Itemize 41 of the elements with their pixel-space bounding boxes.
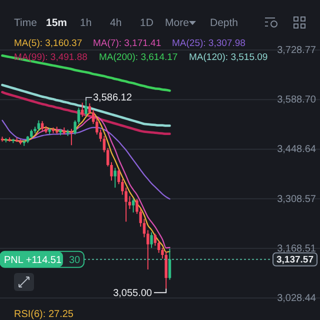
- text: MA(5): 3,160.37: [14, 38, 82, 49]
- y-tick-label: 3,728.77: [277, 45, 316, 56]
- text: 15m: [46, 17, 68, 29]
- series-label: MA(200): 3,614.17: [99, 52, 178, 63]
- text: 1h: [80, 17, 92, 29]
- annotation: 3,055.00: [113, 288, 152, 300]
- text: RSI(6): 27.25: [14, 309, 74, 320]
- candlestick: [154, 233, 157, 246]
- candlestick: [146, 230, 150, 270]
- candlestick: [132, 198, 135, 213]
- candlestick: [88, 102, 92, 115]
- candlestick: [37, 120, 40, 132]
- candlestick: [164, 250, 168, 290]
- ref-line-label: 3,137.57: [276, 254, 314, 266]
- text: Time: [14, 17, 38, 29]
- candlestick: [157, 240, 160, 254]
- y-tick-label: 3,028.44: [277, 293, 316, 304]
- text: 4h: [110, 17, 122, 29]
- line-series: [2, 120, 170, 200]
- text: More: [165, 17, 190, 29]
- y-tick-label: 3,588.70: [277, 94, 316, 106]
- text: Depth: [210, 17, 238, 29]
- y-tick-label: 3,168.51: [277, 243, 316, 254]
- annotation: 30: [69, 254, 81, 266]
- candlestick: [40, 120, 44, 132]
- text: MA(99): 3,491.88: [14, 52, 88, 63]
- line-series: [1, 90, 171, 136]
- line-series: [1, 84, 171, 127]
- candlestick: [84, 100, 88, 117]
- y-tick-label: 3,308.57: [277, 194, 316, 205]
- y-tick-label: 3,448.64: [277, 144, 316, 156]
- annotation: PNL +114.51: [4, 254, 62, 266]
- candlestick: [150, 232, 153, 248]
- annotation: 3,586.12: [93, 92, 132, 104]
- candlestick: [114, 167, 116, 188]
- text: MA(25): 3,307.98: [172, 38, 246, 49]
- candlestick: [70, 128, 73, 146]
- text: 1D: [140, 17, 154, 29]
- text: MA(120): 3,515.09: [189, 52, 268, 63]
- text: MA(7): 3,171.41: [93, 38, 162, 49]
- candlestick: [168, 248, 172, 280]
